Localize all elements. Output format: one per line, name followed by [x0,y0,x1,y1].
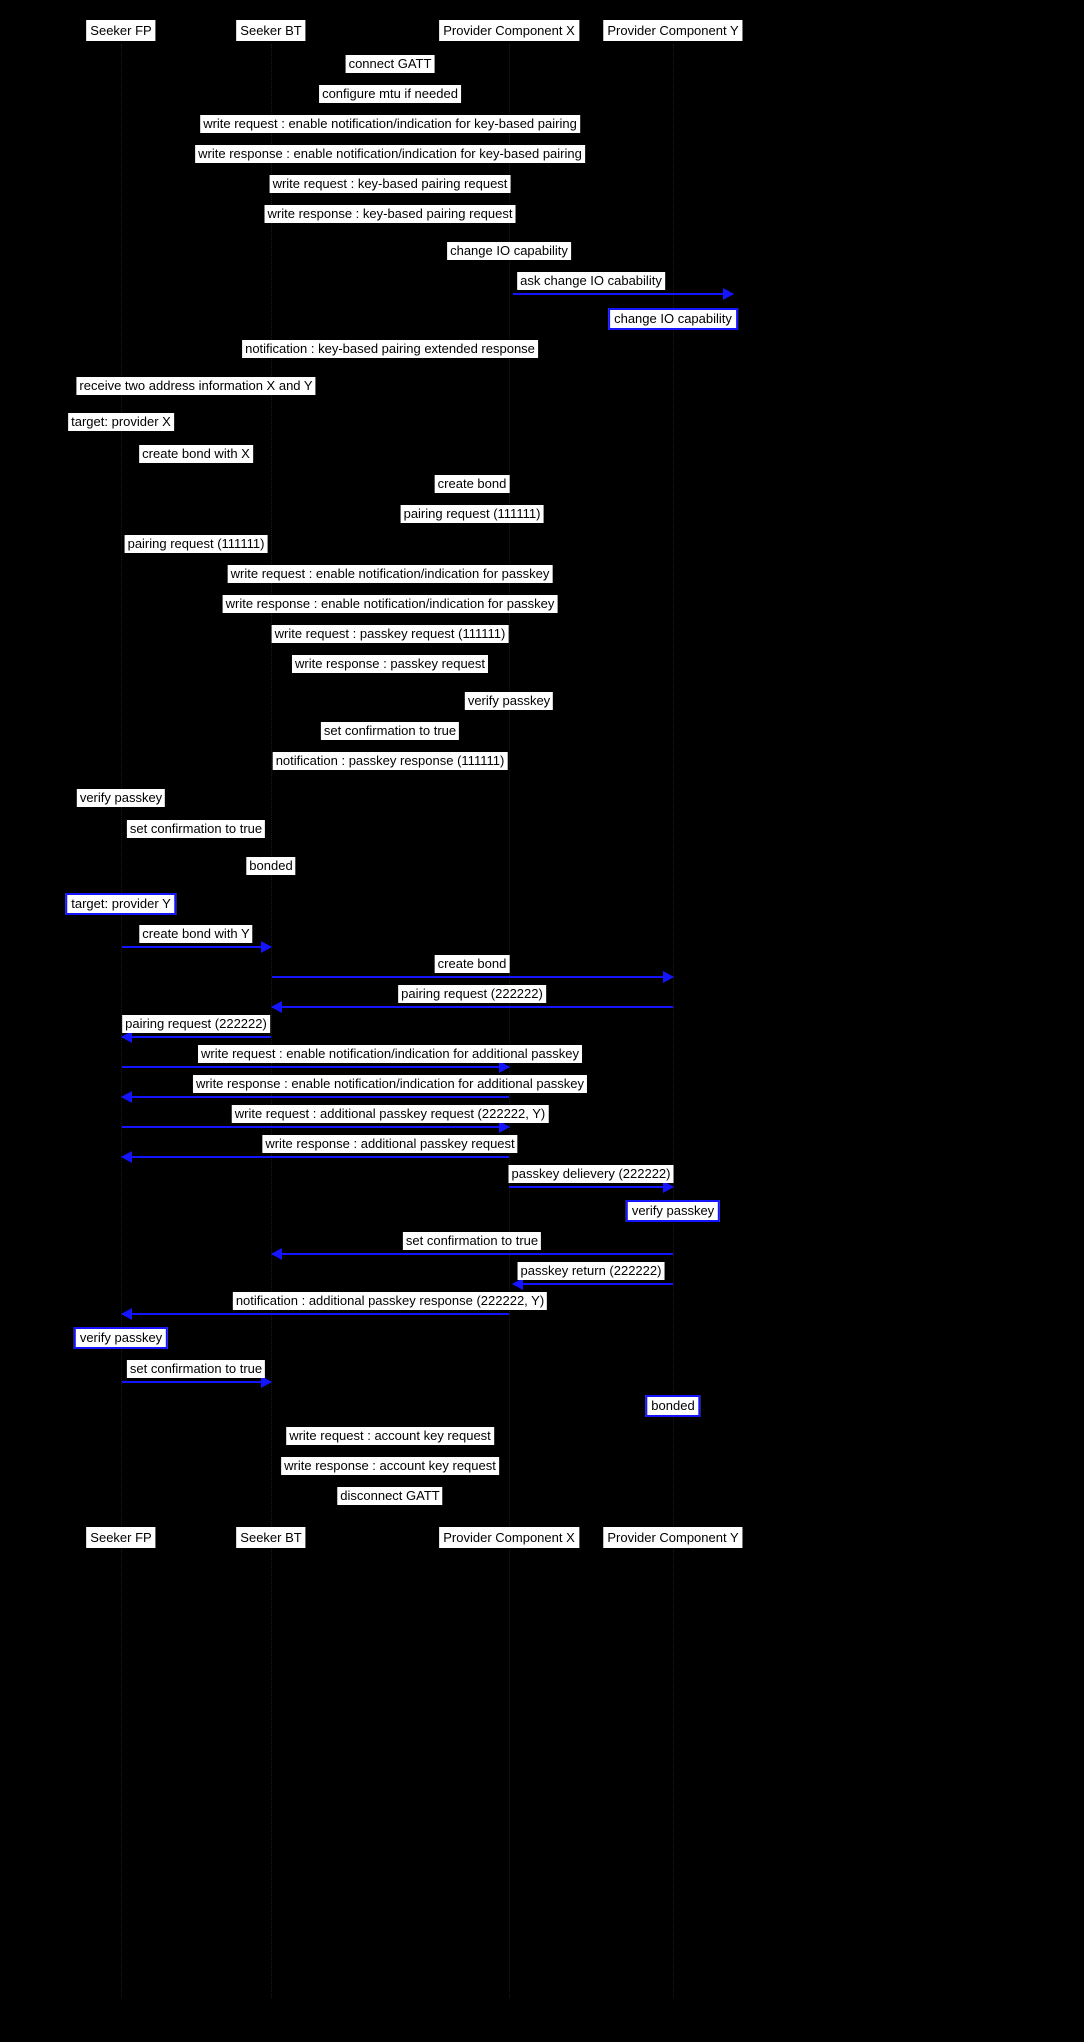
arrow-head-icon [121,1031,132,1043]
message-label: write response : enable notification/ind… [222,595,558,613]
lifeline-bt [271,44,272,1998]
lifeline-px [509,44,510,1998]
arrow-notification-addl-resp [121,1308,509,1320]
message-label: write response : enable notification/ind… [195,145,585,163]
message-label: create bond with Y [139,925,253,943]
message-label: write request : key-based pairing reques… [269,175,511,193]
participant-header-px[interactable]: Provider Component X [439,20,579,41]
message-label: disconnect GATT [337,1487,443,1505]
arrow-create-bond-with-y [122,941,272,953]
note-box: bonded [645,1395,701,1417]
participant-header-py[interactable]: Provider Component Y [603,20,743,41]
message-label: write response : enable notification/ind… [192,1075,588,1093]
participant-footer-py[interactable]: Provider Component Y [603,1527,743,1548]
message-label: receive two address information X and Y [76,377,316,395]
lifeline-fp [121,44,122,1998]
message-label: notification : key-based pairing extende… [242,340,538,358]
arrow-head-icon [499,1061,510,1073]
note-box: change IO capability [608,308,738,330]
lifeline-py [673,44,674,1998]
arrow-write-req-enable-addl [122,1061,510,1073]
message-label: write response : account key request [281,1457,499,1475]
message-label: verify passkey [464,692,554,710]
arrow-pairing-request-222222-a [271,1001,673,1013]
message-label: set confirmation to true [126,1360,266,1378]
message-label: pairing request (222222) [122,1015,270,1033]
message-label: pairing request (111111) [124,535,268,553]
message-label: set confirmation to true [126,820,266,838]
arrow-create-bond [272,971,674,983]
arrow-pairing-request-222222-b [121,1031,271,1043]
arrow-head-icon [261,1376,272,1388]
message-label: notification : passkey response (111111) [272,752,508,770]
message-label: create bond [434,475,510,493]
arrow-write-req-addl-passkey [122,1121,510,1133]
arrow-head-icon [121,1308,132,1320]
note-box: verify passkey [625,1200,721,1222]
participant-header-fp[interactable]: Seeker FP [86,20,156,41]
message-label: write response : additional passkey requ… [262,1135,518,1153]
message-label: create bond [434,955,510,973]
arrow-head-icon [663,1181,674,1193]
note-box: target: provider X [68,413,174,431]
arrow-passkey-delievery [509,1181,674,1193]
message-label: write request : enable notification/indi… [198,1045,582,1063]
message-label: passkey delievery (222222) [508,1165,674,1183]
arrow-set-confirmation-true-fp [122,1376,272,1388]
arrow-write-res-addl-passkey [121,1151,509,1163]
message-label: bonded [246,857,296,875]
message-label: connect GATT [345,55,435,73]
arrow-head-icon [271,1001,282,1013]
message-label: write response : key-based pairing reque… [264,205,516,223]
message-label: notification : additional passkey respon… [232,1292,548,1310]
message-label: create bond with X [139,445,253,463]
message-label: write request : additional passkey reque… [231,1105,549,1123]
participant-footer-bt[interactable]: Seeker BT [236,1527,306,1548]
participant-footer-fp[interactable]: Seeker FP [86,1527,156,1548]
arrow-write-res-enable-addl [121,1091,509,1103]
arrow-head-icon [271,1248,282,1260]
message-label: change IO capability [447,242,571,260]
arrow-head-icon [121,1091,132,1103]
message-label: pairing request (111111) [400,505,544,523]
arrow-set-confirmation-true-y [271,1248,673,1260]
message-label: ask change IO cabability [517,272,665,290]
message-label: write request : enable notification/indi… [227,565,553,583]
arrow-passkey-return [512,1278,673,1290]
message-label: configure mtu if needed [319,85,461,103]
message-label: passkey return (222222) [517,1262,665,1280]
message-label: write request : enable notification/indi… [200,115,580,133]
message-label: pairing request (222222) [398,985,546,1003]
arrow-ask-change-io-capability [513,288,734,300]
arrow-head-icon [512,1278,523,1290]
participant-header-bt[interactable]: Seeker BT [236,20,306,41]
arrow-head-icon [121,1151,132,1163]
participant-footer-px[interactable]: Provider Component X [439,1527,579,1548]
message-label: verify passkey [76,789,166,807]
message-label: write response : passkey request [291,655,489,673]
arrow-head-icon [723,288,734,300]
message-label: write request : passkey request (111111) [271,625,509,643]
message-label: set confirmation to true [320,722,460,740]
note-box: target: provider Y [65,893,177,915]
arrow-head-icon [663,971,674,983]
arrow-head-icon [499,1121,510,1133]
message-label: write request : account key request [286,1427,494,1445]
note-box: verify passkey [73,1327,169,1349]
message-label: set confirmation to true [402,1232,542,1250]
arrow-head-icon [261,941,272,953]
